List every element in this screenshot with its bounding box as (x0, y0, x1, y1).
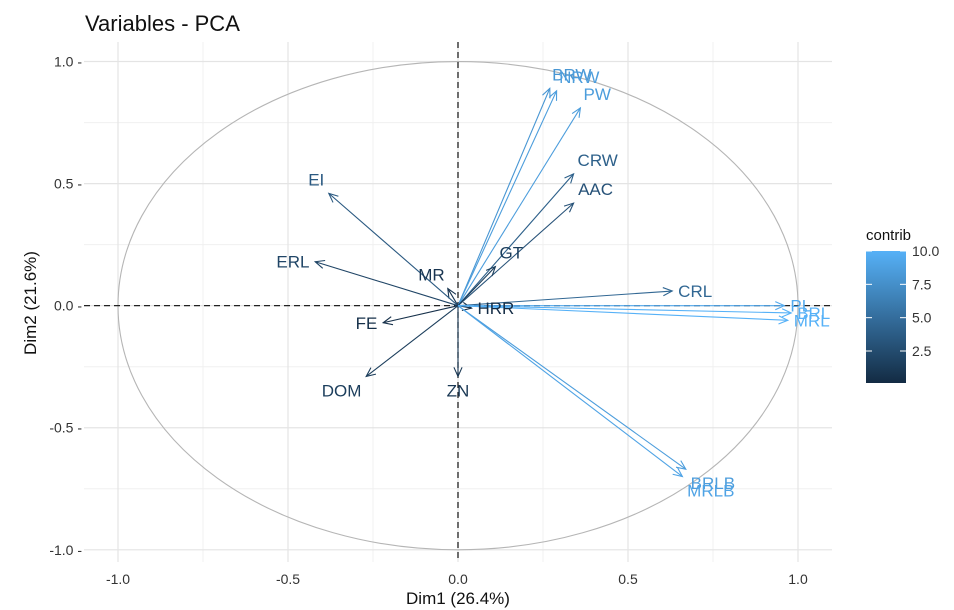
arrow-aac (457, 202, 575, 307)
y-tick-labels: -1.0 - -0.5 - 0.0 - 0.5 - 1.0 - (49, 54, 82, 558)
y-tick-label: 0.5 - (54, 176, 82, 192)
x-tick-labels: -1.0 -0.5 0.0 0.5 1.0 (106, 571, 808, 587)
label-pl: PL (790, 297, 811, 316)
label-aac: AAC (578, 180, 613, 199)
arrow-nrw (457, 89, 558, 306)
label-hrr: HRR (478, 299, 515, 318)
legend-tick-label: 7.5 (912, 276, 932, 292)
label-zn: ZN (447, 381, 470, 400)
legend-title: contrib (866, 227, 911, 244)
arrow-mrl (457, 305, 790, 325)
x-axis-title: Dim1 (26.4%) (406, 589, 510, 608)
x-tick-label: -1.0 (106, 571, 130, 587)
chart-title: Variables - PCA (85, 11, 240, 36)
label-mr: MR (418, 266, 444, 285)
label-mrl: MRL (794, 311, 830, 330)
label-gt: GT (500, 244, 524, 263)
variable-arrows (313, 87, 793, 478)
y-tick-label: -1.0 - (49, 542, 82, 558)
y-tick-label: -0.5 - (49, 420, 82, 436)
label-crw: CRW (578, 151, 618, 170)
arrow-pw (457, 106, 582, 306)
arrow-gt (457, 265, 497, 307)
x-tick-label: 1.0 (788, 571, 808, 587)
legend-tick-label: 2.5 (912, 343, 932, 359)
label-fe: FE (356, 314, 378, 333)
label-pw: PW (584, 85, 611, 104)
legend-ticks: 2.5 5.0 7.5 10.0 (866, 243, 939, 359)
label-nrw: NRW (559, 68, 599, 87)
arrow-fe (381, 305, 459, 326)
x-tick-label: 0.5 (618, 571, 638, 587)
legend: contrib 2.5 5.0 7.5 10.0 (866, 227, 939, 383)
arrow-ei (327, 192, 459, 307)
label-ei: EI (308, 170, 324, 189)
arrow-brl (457, 305, 793, 318)
legend-tick-label: 5.0 (912, 310, 932, 326)
arrow-dom (365, 305, 459, 378)
arrow-mr (447, 287, 459, 306)
arrow-mrlb (457, 305, 684, 478)
label-brw: BRW (552, 65, 591, 84)
y-tick-label: 1.0 - (54, 54, 82, 70)
label-dom: DOM (322, 381, 362, 400)
label-mrlb: MRLB (687, 482, 734, 501)
arrow-brw (457, 87, 551, 306)
label-erl: ERL (276, 253, 309, 272)
legend-tick-label: 10.0 (912, 243, 939, 259)
arrow-erl (313, 259, 459, 307)
legend-colorbar (866, 251, 906, 383)
arrow-brlb (457, 305, 687, 471)
label-crl: CRL (678, 282, 712, 301)
x-tick-label: 0.0 (448, 571, 468, 587)
y-axis-title: Dim2 (21.6%) (21, 251, 40, 355)
y-tick-label: 0.0 - (54, 298, 82, 314)
arrow-crl (457, 287, 674, 307)
label-brl: BRL (797, 304, 830, 323)
arrow-zn (453, 305, 463, 378)
arrow-pl (458, 301, 786, 311)
x-tick-label: -0.5 (276, 571, 300, 587)
arrow-crw (457, 172, 575, 307)
label-brlb: BRLB (691, 474, 735, 493)
